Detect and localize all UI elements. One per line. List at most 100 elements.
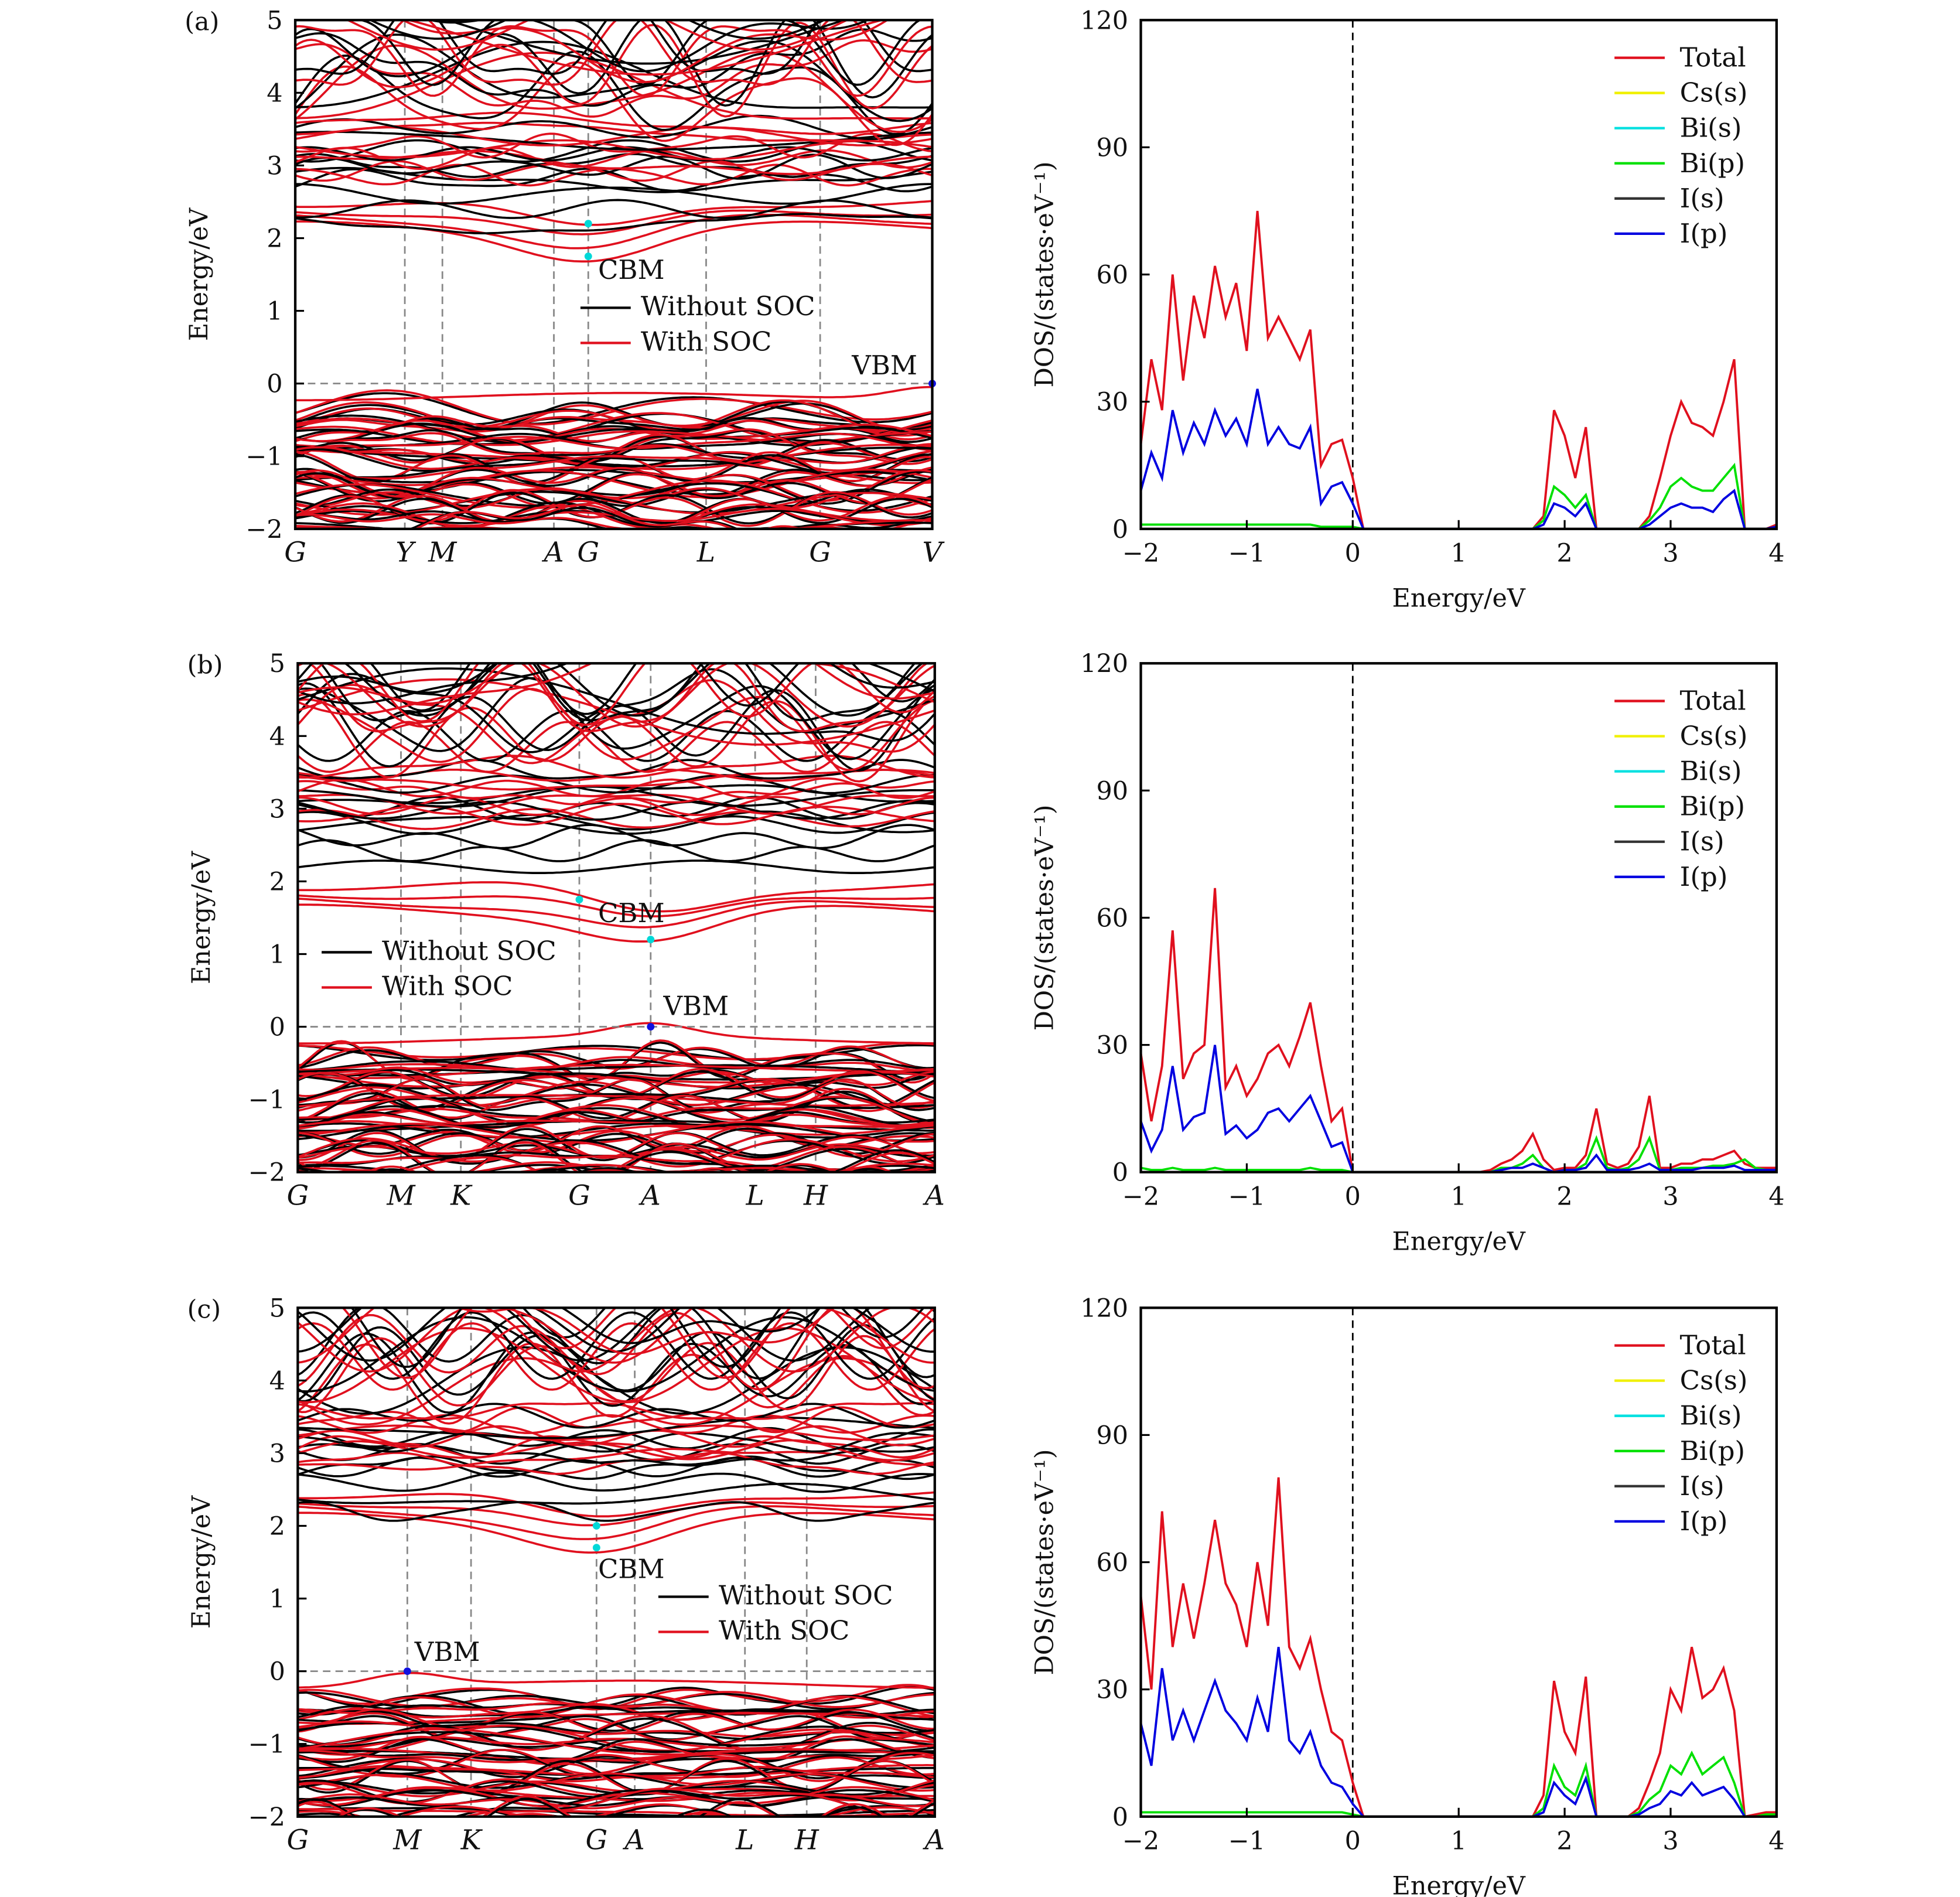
- band-without-soc: [295, 497, 933, 524]
- bands: [295, 20, 933, 549]
- band-with-soc: [295, 20, 933, 86]
- band-with-soc: [298, 1402, 935, 1420]
- band-with-soc: [295, 25, 933, 97]
- legend-label: I(s): [1680, 1470, 1725, 1502]
- band-with-soc: [298, 1056, 935, 1073]
- band-with-soc: [295, 443, 933, 465]
- band-without-soc: [454, 527, 797, 529]
- y-tick-label: 0: [1112, 1158, 1128, 1188]
- y-tick-label: 120: [1080, 1294, 1128, 1323]
- band-with-soc: [295, 519, 933, 529]
- band-without-soc: [295, 28, 933, 107]
- band-with-soc: [295, 432, 933, 452]
- k-point-label: H: [794, 1824, 819, 1857]
- x-tick-label: −1: [1228, 1182, 1265, 1211]
- k-point-label: Y: [396, 537, 416, 569]
- band-without-soc: [559, 1308, 822, 1345]
- bands: [298, 1308, 935, 1817]
- band-without-soc: [295, 501, 933, 528]
- band-without-soc: [298, 1738, 935, 1763]
- y-tick-label: −2: [248, 1158, 285, 1188]
- y-tick-label: 0: [269, 1657, 285, 1687]
- y-tick-label: 90: [1097, 776, 1129, 806]
- band-with-soc: [298, 1406, 935, 1434]
- band-with-soc: [839, 528, 854, 529]
- band-without-soc: [295, 532, 932, 549]
- y-tick-label: −2: [248, 1803, 285, 1832]
- band-with-soc: [298, 1793, 935, 1810]
- y-tick-label: 60: [1097, 1548, 1129, 1578]
- band-with-soc: [298, 1439, 935, 1462]
- band-without-soc: [298, 1059, 935, 1071]
- band-with-soc: [298, 663, 935, 726]
- band-without-soc: [298, 774, 935, 794]
- band-with-soc: [298, 1491, 935, 1518]
- y-tick-label: 30: [1097, 1676, 1129, 1705]
- band-without-soc: [298, 839, 935, 862]
- x-tick-label: 0: [1345, 1827, 1361, 1856]
- panel-label: (b): [187, 650, 223, 680]
- x-tick-label: 4: [1768, 1827, 1784, 1856]
- band-with-soc: [295, 160, 933, 182]
- legend-label: With SOC: [641, 326, 771, 357]
- band-without-soc: [298, 1789, 935, 1807]
- band-with-soc: [298, 1786, 935, 1808]
- band-without-soc: [298, 824, 935, 849]
- band-with-soc: [295, 468, 933, 499]
- band-without-soc: [298, 1455, 935, 1480]
- band-with-soc: [298, 1448, 935, 1471]
- k-point-label: G: [286, 1179, 309, 1212]
- k-point-label: L: [745, 1179, 764, 1212]
- y-tick-label: 90: [1097, 1421, 1129, 1450]
- band-without-soc: [295, 213, 933, 235]
- vbm-marker: [647, 1023, 655, 1031]
- y-tick-label: 0: [267, 370, 282, 399]
- k-point-label: L: [696, 537, 715, 569]
- band-without-soc: [298, 859, 935, 874]
- band-with-soc-top-valence: [295, 385, 933, 402]
- band-with-soc: [298, 1071, 935, 1089]
- band-with-soc: [298, 793, 935, 815]
- y-tick-label: 2: [267, 224, 282, 254]
- legend-label: Without SOC: [382, 935, 556, 966]
- band-with-soc: [298, 1063, 935, 1079]
- y-tick-label: 30: [1097, 1031, 1129, 1060]
- dos-series-bip: [1141, 462, 1777, 530]
- band-with-soc: [295, 469, 933, 508]
- band-with-soc: [295, 22, 933, 118]
- band-with-soc: [298, 1772, 935, 1792]
- y-tick-label: 0: [1112, 515, 1128, 544]
- band-with-soc: [298, 1693, 935, 1718]
- band-without-soc: [298, 810, 935, 835]
- band-without-soc: [298, 1725, 935, 1753]
- x-tick-label: 3: [1662, 539, 1678, 568]
- band-without-soc: [298, 1432, 935, 1453]
- legend-label: Bi(p): [1680, 1435, 1745, 1466]
- k-point-label: G: [809, 537, 831, 569]
- band-without-soc: [298, 1710, 935, 1732]
- vbm-label: VBM: [414, 1636, 480, 1667]
- y-tick-label: 60: [1097, 903, 1129, 933]
- band-without-soc: [298, 663, 935, 715]
- dos-series-ip: [1139, 1647, 1777, 1818]
- y-tick-label: 2: [269, 1512, 285, 1541]
- band-with-soc-top-valence: [298, 1671, 935, 1689]
- band-with-soc: [295, 121, 933, 142]
- legend-label: Cs(s): [1680, 77, 1748, 108]
- k-point-label: V: [922, 537, 945, 569]
- band-without-soc: [295, 114, 933, 140]
- plot-frame: [293, 19, 934, 530]
- band-without-soc: [298, 1311, 935, 1380]
- legend-label: I(p): [1680, 861, 1728, 892]
- band-without-soc: [298, 1796, 935, 1807]
- y-tick-label: −1: [248, 1086, 285, 1115]
- legend-label: Total: [1680, 685, 1746, 717]
- x-tick-label: −2: [1122, 539, 1159, 568]
- x-tick-label: −1: [1228, 1827, 1265, 1856]
- legend-label: Without SOC: [719, 1579, 893, 1611]
- legend-label: Bi(s): [1680, 112, 1742, 144]
- band-with-soc: [298, 1096, 935, 1127]
- cbm-label: CBM: [598, 1553, 665, 1584]
- cbm-marker: [592, 1544, 600, 1552]
- vbm-marker: [403, 1667, 411, 1676]
